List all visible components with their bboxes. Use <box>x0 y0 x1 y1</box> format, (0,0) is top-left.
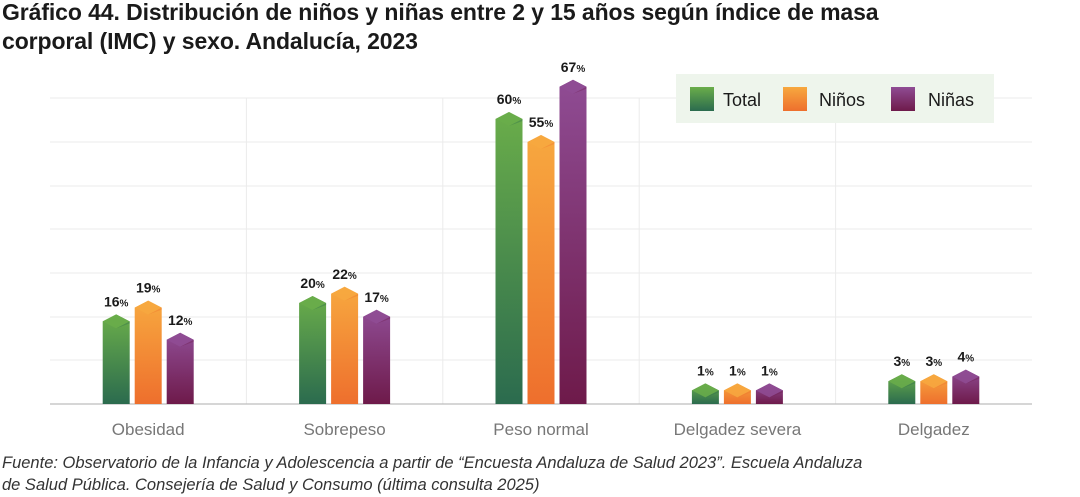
bar-cap <box>691 383 719 398</box>
bar-cap <box>166 332 194 347</box>
source-line-2: de Salud Pública. Consejería de Salud y … <box>2 476 540 494</box>
bar-chart: 16%19%12%20%22%17%60%55%67%1% 1% 1%3% 3% 4% … <box>50 59 1032 439</box>
bar-cap <box>723 383 751 398</box>
legend-swatch-niñas <box>891 87 915 111</box>
bar-cap-shade <box>541 142 555 149</box>
x-tick-label: Peso normal <box>493 420 588 439</box>
x-tick-label: Delgadez <box>898 420 970 439</box>
legend-label: Niñas <box>928 90 974 110</box>
source-note: Fuente: Observatorio de la Infancia y Ad… <box>2 452 1078 496</box>
bar-cap-shade <box>180 339 194 347</box>
bar-cap-shade <box>573 86 587 94</box>
chart-title: Gráfico 44. Distribución de niños y niña… <box>2 0 1072 56</box>
value-label: 17% <box>364 289 389 305</box>
bar-ni-os-1 <box>331 286 359 404</box>
chart-title-line-1: Gráfico 44. Distribución de niños y niña… <box>2 0 879 25</box>
value-label: 67% <box>561 59 586 75</box>
bar-cap-shade <box>148 307 162 315</box>
bar-total-2 <box>495 112 523 404</box>
bar-total-1 <box>299 296 327 404</box>
legend-swatch-total <box>690 87 714 111</box>
bar-cap-shade <box>376 316 391 324</box>
bar-cap-shade <box>769 390 783 398</box>
bar-cap-shade <box>116 321 130 329</box>
value-label: 22% <box>332 266 357 282</box>
bar-cap-shade <box>344 293 359 301</box>
x-tick-label: Obesidad <box>112 420 185 439</box>
bar-cap <box>527 135 555 149</box>
bar-cap <box>331 286 359 301</box>
legend: Total Niños Niñas <box>676 74 994 123</box>
bar-cap-shade <box>312 303 327 310</box>
bar-cap-shade <box>737 390 751 398</box>
value-label: 60% <box>497 91 522 107</box>
value-label: 20% <box>300 275 325 291</box>
value-label: 16% <box>104 293 129 309</box>
value-label: 55% <box>529 114 554 130</box>
value-label: 1% <box>697 362 714 378</box>
bar-cap-shade <box>965 376 980 384</box>
value-label: 4% <box>957 349 974 365</box>
bar-cap <box>102 314 130 329</box>
bar-ni-os-0 <box>134 300 162 404</box>
bar-cap-shade <box>933 381 948 389</box>
value-label: 1% <box>729 362 746 378</box>
legend-box <box>676 74 994 123</box>
source-line-1: Fuente: Observatorio de la Infancia y Ad… <box>2 454 863 472</box>
bar-ni-as-0 <box>166 332 194 404</box>
bar-cap <box>888 374 916 389</box>
bar-cap <box>299 296 327 310</box>
bar-ni-as-2 <box>559 79 587 405</box>
value-label: 1% <box>761 362 778 378</box>
value-labels: 16% 19% 12% 20% 22% 17% 60% 55% 67% 1% 1% 1% 3% 3% 4% <box>104 59 974 379</box>
legend-label: Niños <box>819 90 865 110</box>
bar-cap <box>755 383 783 398</box>
bar-cap <box>134 300 162 315</box>
value-label: 12% <box>168 312 193 328</box>
x-tick-label: Delgadez severa <box>674 420 802 439</box>
legend-label: Total <box>723 90 761 110</box>
bar-total-0 <box>102 314 130 404</box>
bar-cap-shade <box>509 119 523 126</box>
bar-cap <box>363 309 391 324</box>
x-axis-ticks: Obesidad Sobrepeso Peso normal Delgadez sev… <box>112 420 970 439</box>
bar-cap-shade <box>901 381 916 389</box>
x-tick-label: Sobrepeso <box>303 420 385 439</box>
bar-cap <box>952 369 980 384</box>
value-label: 3% <box>925 353 942 369</box>
bar-cap <box>920 374 948 389</box>
bar-ni-as-1 <box>363 309 391 404</box>
bar-ni-os-2 <box>527 135 555 404</box>
value-label: 19% <box>136 280 161 296</box>
bars <box>102 79 980 405</box>
bar-cap <box>495 112 523 126</box>
value-label: 3% <box>893 353 910 369</box>
chart-title-line-2: corporal (IMC) y sexo. Andalucía, 2023 <box>2 28 418 54</box>
bar-cap-shade <box>705 390 719 398</box>
legend-swatch-niños <box>783 87 807 111</box>
bar-cap <box>559 79 587 94</box>
